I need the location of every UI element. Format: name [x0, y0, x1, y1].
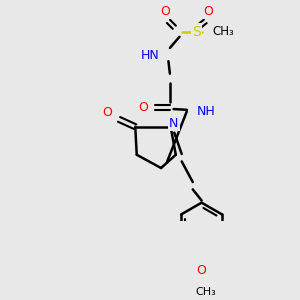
Text: CH₃: CH₃: [213, 25, 234, 38]
Text: N: N: [169, 117, 178, 130]
Text: NH: NH: [196, 105, 215, 118]
Text: O: O: [160, 4, 170, 18]
Text: O: O: [102, 106, 112, 118]
Text: O: O: [203, 4, 213, 18]
Text: HN: HN: [141, 49, 160, 62]
Text: O: O: [196, 264, 206, 277]
Text: CH₃: CH₃: [196, 287, 216, 297]
Text: S: S: [192, 25, 201, 39]
Text: O: O: [138, 101, 148, 114]
